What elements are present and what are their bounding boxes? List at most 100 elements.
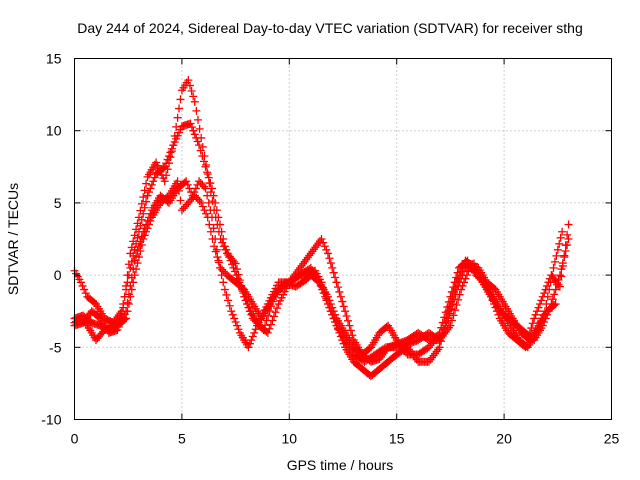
y-tick-label: 15	[46, 51, 62, 67]
data-point	[193, 137, 202, 146]
y-tick-label: -10	[41, 412, 61, 428]
data-point	[195, 141, 204, 150]
data-point	[319, 289, 328, 298]
data-point	[175, 104, 184, 113]
data-point	[247, 336, 256, 345]
data-point	[269, 312, 278, 321]
data-point	[217, 227, 226, 236]
data-point	[223, 249, 232, 258]
data-point	[332, 278, 341, 287]
data-point	[123, 307, 132, 316]
y-axis-label: SDTVAR / TECUs	[5, 183, 21, 295]
data-point	[446, 321, 455, 330]
data-point	[338, 297, 347, 306]
y-tick-label: 10	[46, 123, 62, 139]
data-point	[204, 173, 213, 182]
data-point	[183, 180, 192, 189]
data-point	[440, 313, 449, 322]
data-point	[266, 320, 275, 329]
data-point	[189, 92, 198, 101]
data-point	[140, 203, 149, 212]
data-point	[220, 285, 229, 294]
data-point	[190, 130, 199, 139]
series-layer	[70, 76, 573, 381]
data-point	[323, 299, 332, 308]
data-point	[345, 321, 354, 330]
x-tick-label: 10	[282, 431, 298, 447]
data-point	[228, 260, 237, 269]
data-point	[133, 259, 142, 268]
data-point	[339, 302, 348, 311]
data-point	[447, 316, 456, 325]
data-point	[146, 184, 155, 193]
data-point	[194, 115, 203, 124]
data-point	[551, 299, 560, 308]
data-point	[137, 241, 146, 250]
data-point	[185, 81, 194, 90]
data-point	[203, 168, 212, 177]
data-point	[210, 242, 219, 251]
data-point	[319, 238, 328, 247]
data-point	[149, 177, 158, 186]
data-point	[336, 292, 345, 301]
data-point	[201, 162, 210, 171]
data-point	[203, 191, 212, 200]
data-point	[230, 314, 239, 323]
data-point	[192, 106, 201, 115]
data-point	[140, 186, 149, 195]
data-point	[448, 299, 457, 308]
series-day-4	[70, 177, 560, 366]
data-point	[189, 126, 198, 135]
data-point	[548, 271, 557, 280]
data-point	[329, 268, 338, 277]
data-point	[229, 263, 238, 272]
plot-frame	[74, 58, 612, 420]
data-point	[454, 295, 463, 304]
data-point	[220, 242, 229, 251]
data-point	[167, 144, 176, 153]
data-point	[231, 318, 240, 327]
data-point	[173, 113, 182, 122]
data-point	[195, 197, 204, 206]
data-point	[143, 191, 152, 200]
data-point	[219, 278, 228, 287]
data-point	[329, 314, 338, 323]
data-point	[316, 281, 325, 290]
tick-layer: 0 5 10 15 20 25 -10 -5 0 5 10 15	[41, 51, 619, 447]
data-point	[554, 275, 563, 284]
data-point	[165, 151, 174, 160]
data-point	[81, 289, 90, 298]
data-point	[460, 278, 469, 287]
data-point	[192, 133, 201, 142]
data-point	[453, 268, 462, 277]
data-point	[199, 157, 208, 166]
x-tick-label: 20	[496, 431, 512, 447]
data-point	[134, 253, 143, 262]
data-point	[543, 281, 552, 290]
data-point	[457, 285, 466, 294]
data-point	[317, 235, 326, 243]
data-point	[540, 289, 549, 298]
data-point	[200, 206, 209, 215]
data-point	[227, 307, 236, 316]
data-point	[162, 171, 171, 180]
data-point	[318, 285, 327, 294]
data-point	[80, 285, 89, 294]
data-point	[199, 182, 208, 191]
data-point	[551, 285, 560, 294]
data-point	[268, 316, 277, 325]
data-point	[195, 124, 204, 133]
data-point	[239, 289, 248, 298]
data-point	[139, 209, 148, 218]
data-point	[322, 245, 331, 254]
data-point	[213, 253, 222, 262]
data-point	[160, 162, 169, 171]
data-point	[190, 97, 199, 106]
data-point	[150, 173, 159, 182]
data-point	[208, 235, 217, 243]
data-point	[198, 151, 207, 160]
data-point	[458, 281, 467, 290]
data-point	[143, 224, 152, 233]
data-point	[550, 301, 559, 310]
